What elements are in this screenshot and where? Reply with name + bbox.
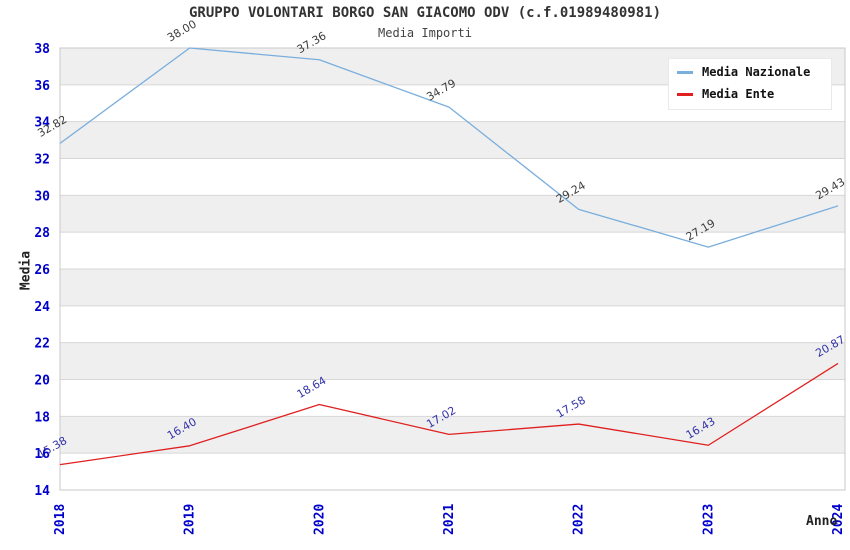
x-tick-label: 2018 xyxy=(53,504,68,535)
plot-band xyxy=(60,342,845,380)
point-label: 15.38 xyxy=(35,434,69,461)
y-tick-label: 24 xyxy=(34,300,50,315)
point-label: 38.00 xyxy=(165,17,199,44)
legend-swatch-nazionale-icon xyxy=(677,70,693,74)
y-tick-label: 14 xyxy=(34,484,50,499)
y-axis-title: Media xyxy=(18,250,34,291)
series-line-media-nazionale xyxy=(59,47,839,248)
y-tick-label: 36 xyxy=(34,79,50,94)
x-tick-label: 2023 xyxy=(701,504,716,535)
legend-swatch-ente-icon xyxy=(677,92,693,96)
y-tick-label: 32 xyxy=(34,153,50,168)
y-tick-label: 22 xyxy=(34,337,50,352)
y-tick-label: 18 xyxy=(34,410,50,425)
y-tick-label: 38 xyxy=(34,42,50,57)
legend-label-ente: Media Ente xyxy=(702,87,775,101)
x-tick-label: 2019 xyxy=(183,504,198,535)
chart-subtitle: Media Importi xyxy=(378,26,472,40)
y-tick-label: 26 xyxy=(34,263,50,278)
plot-band xyxy=(60,195,845,233)
y-tick-label: 28 xyxy=(34,226,50,241)
y-tick-label: 34 xyxy=(34,116,50,131)
x-tick-label: 2021 xyxy=(442,504,457,535)
x-axis-title: Anno xyxy=(806,514,838,529)
legend-label-nazionale: Media Nazionale xyxy=(702,65,811,79)
plot-band xyxy=(60,269,845,306)
y-tick-label: 30 xyxy=(34,189,50,204)
y-tick-label: 16 xyxy=(34,447,50,462)
y-tick-label: 20 xyxy=(34,374,50,389)
legend-item-media-ente[interactable]: Media Ente xyxy=(677,87,823,101)
plot-border xyxy=(59,47,846,491)
legend: Media Nazionale Media Ente xyxy=(668,58,832,110)
series-line-media-ente xyxy=(59,362,839,466)
chart-title: GRUPPO VOLONTARI BORGO SAN GIACOMO ODV (… xyxy=(188,5,661,21)
legend-item-media-nazionale[interactable]: Media Nazionale xyxy=(677,65,823,79)
x-tick-label: 2020 xyxy=(312,504,327,535)
plot-band xyxy=(60,121,845,159)
x-tick-label: 2022 xyxy=(572,504,587,535)
x-tick-label: 2024 xyxy=(831,504,846,535)
